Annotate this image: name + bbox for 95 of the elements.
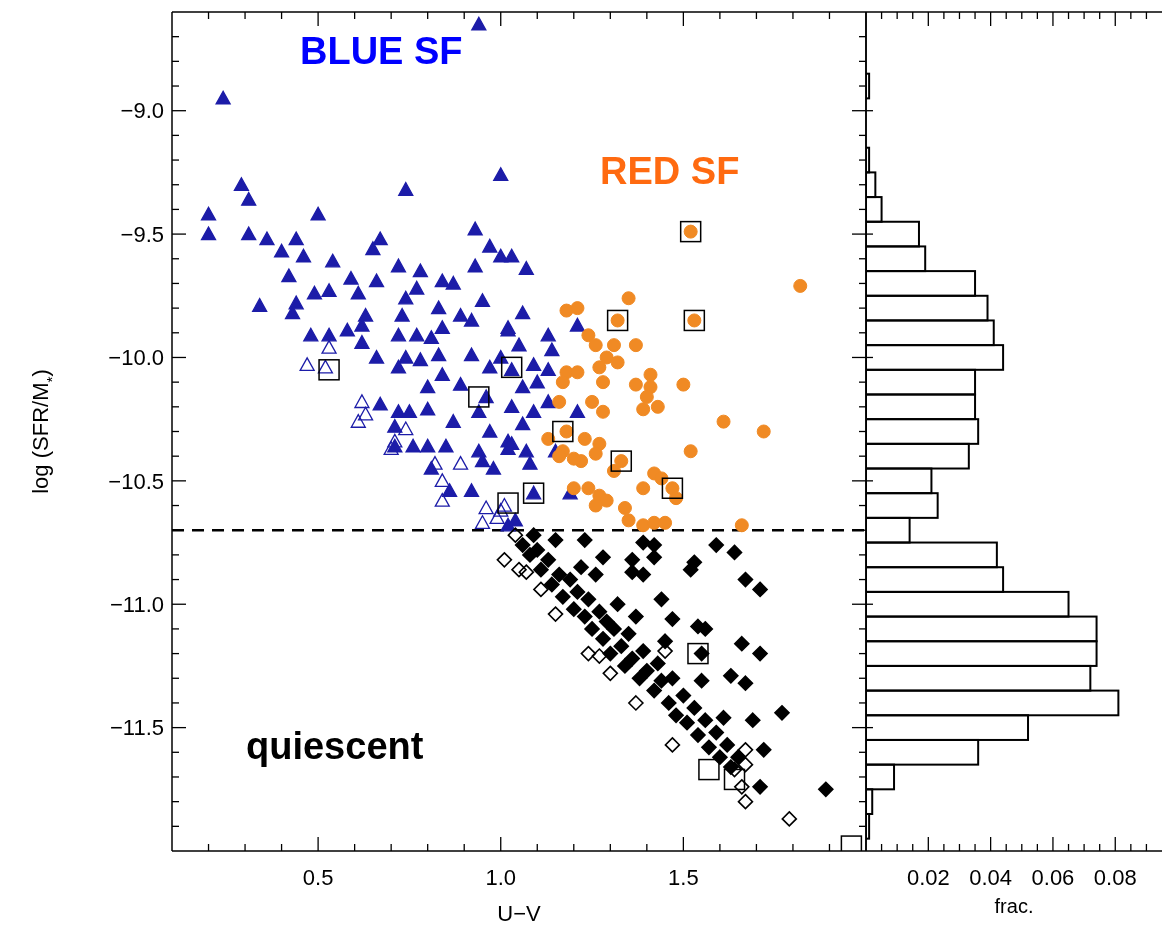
- point: [599, 493, 614, 508]
- point: [781, 811, 798, 827]
- point: [581, 481, 596, 496]
- point: [610, 355, 625, 370]
- annotation: RED SF: [600, 150, 740, 193]
- point: [734, 518, 749, 533]
- point: [489, 510, 505, 525]
- point: [318, 359, 340, 381]
- point: [596, 404, 611, 419]
- point: [555, 375, 570, 390]
- point: [566, 481, 581, 496]
- point: [756, 424, 771, 439]
- point: [552, 449, 567, 464]
- point: [585, 394, 600, 409]
- point: [596, 375, 611, 390]
- point: [387, 433, 403, 448]
- point: [559, 303, 574, 318]
- annotation: BLUE SF: [300, 30, 463, 73]
- point: [398, 421, 414, 436]
- point: [621, 291, 636, 306]
- point: [518, 564, 535, 580]
- point: [500, 356, 523, 379]
- point: [511, 561, 527, 578]
- x-axis-title: U−V: [497, 901, 542, 926]
- point: [628, 695, 644, 711]
- y-tick-label: −10.5: [108, 468, 164, 494]
- point: [350, 413, 366, 428]
- point: [552, 420, 574, 443]
- point: [588, 446, 603, 461]
- point: [628, 377, 643, 392]
- point: [478, 500, 494, 515]
- x-tick-label: 0.5: [302, 865, 334, 890]
- point: [716, 414, 731, 429]
- point: [793, 278, 808, 293]
- point: [639, 389, 654, 404]
- annotation: quiescent: [246, 725, 424, 768]
- y-tick-label: −9.0: [120, 98, 164, 124]
- point: [452, 455, 469, 470]
- point: [434, 473, 450, 488]
- point: [496, 552, 513, 568]
- point: [434, 492, 450, 507]
- y-tick-label: −11.0: [109, 591, 164, 617]
- point: [737, 793, 754, 810]
- point: [588, 498, 603, 513]
- point: [570, 301, 585, 316]
- point: [497, 492, 519, 514]
- x-tick-label: 1.5: [668, 865, 699, 890]
- point: [299, 357, 315, 372]
- point: [354, 394, 370, 409]
- point: [533, 581, 549, 598]
- x-axis-title: frac.: [994, 895, 1034, 917]
- point: [698, 758, 720, 781]
- point: [664, 737, 681, 753]
- x-tick-label: 0.02: [906, 865, 950, 890]
- point: [654, 471, 669, 486]
- point: [357, 406, 374, 421]
- point: [566, 451, 581, 466]
- point: [737, 742, 754, 758]
- y-tick-label: −9.5: [120, 221, 164, 247]
- point: [468, 386, 490, 408]
- point: [581, 328, 596, 343]
- point: [474, 515, 491, 530]
- point: [570, 365, 585, 380]
- point: [507, 527, 524, 543]
- point: [522, 482, 545, 504]
- point: [580, 645, 597, 662]
- point: [723, 768, 746, 791]
- point: [687, 642, 709, 665]
- point: [621, 513, 636, 528]
- y-tick-label: −11.5: [109, 715, 164, 741]
- point: [636, 402, 651, 417]
- point: [552, 394, 567, 409]
- x-tick-label: 0.04: [969, 865, 1013, 890]
- point: [650, 399, 665, 414]
- point: [643, 367, 658, 382]
- point: [591, 648, 608, 664]
- point: [592, 360, 607, 375]
- x-tick-label: 1.0: [485, 865, 517, 890]
- point: [737, 756, 754, 773]
- point: [676, 377, 691, 392]
- point: [683, 444, 698, 459]
- point: [383, 441, 399, 456]
- point: [628, 338, 643, 353]
- point: [606, 338, 621, 353]
- point: [602, 665, 619, 682]
- point: [577, 431, 592, 446]
- point: [547, 606, 564, 622]
- x-tick-label: 0.06: [1031, 865, 1075, 890]
- y-tick-label: −10.0: [108, 345, 164, 371]
- point: [321, 339, 337, 354]
- point: [636, 481, 651, 496]
- x-tick-label: 0.08: [1093, 865, 1137, 890]
- point: [588, 338, 603, 353]
- point: [617, 501, 632, 515]
- point: [658, 515, 673, 530]
